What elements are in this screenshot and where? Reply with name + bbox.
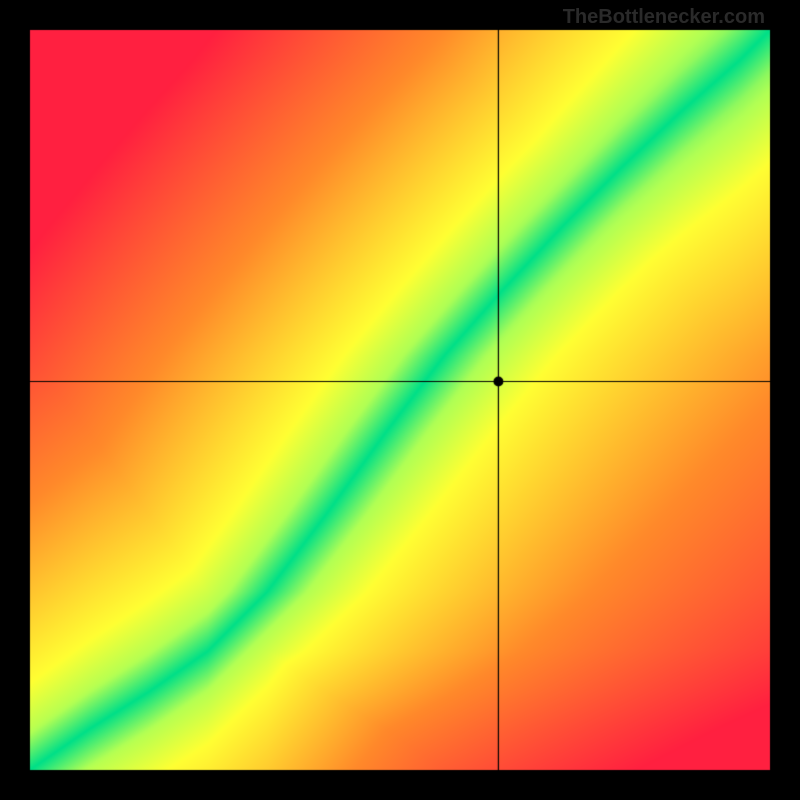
bottleneck-heatmap xyxy=(0,0,800,800)
chart-container: TheBottlenecker.com xyxy=(0,0,800,800)
watermark-text: TheBottlenecker.com xyxy=(563,6,765,29)
